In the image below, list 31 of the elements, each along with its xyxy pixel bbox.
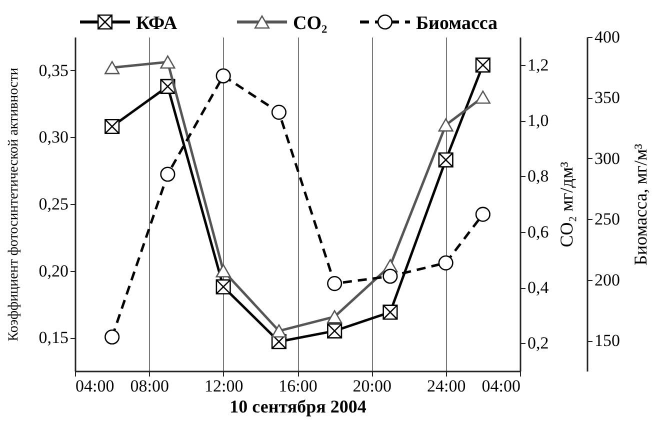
y3-tick-label: 300 bbox=[594, 148, 620, 168]
x-tick-label: 20:00 bbox=[352, 376, 392, 396]
y3-tick-label: 350 bbox=[594, 88, 620, 108]
y2-tick-label: 0,8 bbox=[528, 166, 549, 186]
y2-tick-label: 0,6 bbox=[528, 222, 549, 242]
x-tick-label: 04:00 bbox=[76, 376, 114, 396]
x-axis-title: 10 сентября 2004 bbox=[230, 396, 366, 416]
y2-tick-label: 0,4 bbox=[528, 278, 550, 297]
y2-tick-label: 1,2 bbox=[528, 55, 549, 74]
x-tick-label: 24:00 bbox=[426, 376, 466, 396]
x-tick-label: 04:00 bbox=[482, 376, 520, 396]
legend-label: КФА bbox=[136, 13, 178, 34]
y-tick-label: 0,15 bbox=[38, 328, 68, 348]
x-tick-label: 16:00 bbox=[278, 376, 318, 396]
y-axis-title: Коэффициент фотосинтетической активности bbox=[6, 67, 22, 342]
y2-tick-label: 1,0 bbox=[528, 111, 549, 130]
legend-label: CO₂ bbox=[293, 13, 328, 34]
y3-tick-label: 400 bbox=[594, 28, 620, 46]
x-tick-label: 08:00 bbox=[130, 376, 170, 396]
y3-tick-label: 200 bbox=[594, 270, 620, 290]
x-tick-label: 12:00 bbox=[204, 376, 244, 396]
y-tick-label: 0,25 bbox=[38, 194, 68, 214]
y2-axis-title: CO₂ мг/дм³ bbox=[556, 161, 576, 248]
y2-tick-label: 0,2 bbox=[528, 334, 549, 353]
legend-label: Биомасса bbox=[416, 13, 498, 34]
y-tick-label: 0,30 bbox=[38, 128, 68, 147]
y-tick-label: 0,35 bbox=[38, 60, 68, 80]
y3-tick-label: 150 bbox=[594, 331, 620, 350]
y-tick-label: 0,20 bbox=[38, 261, 68, 280]
y3-axis-title: Биомасса, мг/м³ bbox=[630, 143, 650, 266]
y3-tick-label: 250 bbox=[594, 210, 620, 229]
